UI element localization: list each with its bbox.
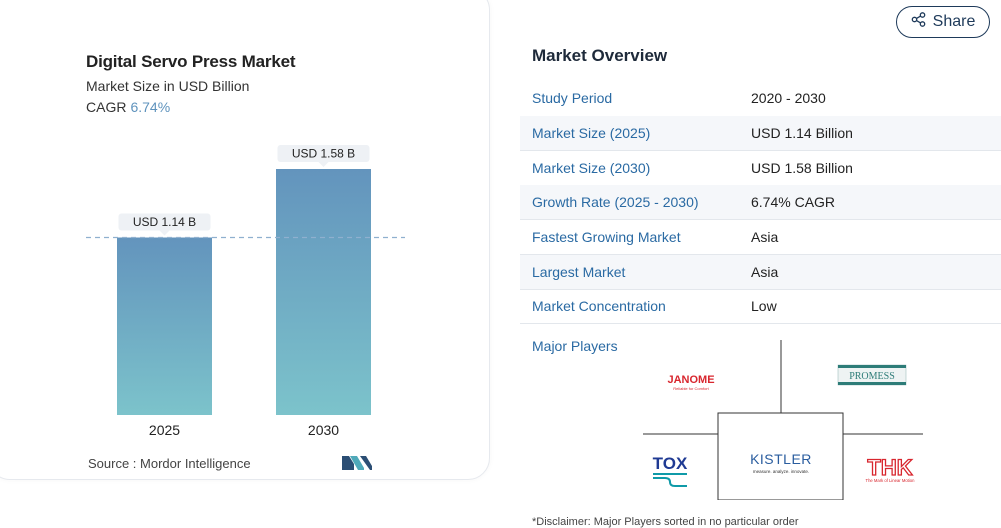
overview-value: 2020 - 2030: [751, 90, 826, 106]
overview-key: Study Period: [532, 90, 613, 106]
x-tick-label-2030: 2030: [308, 422, 339, 438]
overview-row-market-size-2025: Market Size (2025) USD 1.14 Billion: [520, 116, 1001, 151]
x-tick-label-2025: 2025: [149, 422, 180, 438]
overview-row-market-size-2030: Market Size (2030) USD 1.58 Billion: [520, 151, 1001, 186]
overview-value: USD 1.58 Billion: [751, 160, 853, 176]
overview-value: Asia: [751, 264, 779, 280]
chart-subtitle: Market Size in USD Billion: [86, 78, 250, 94]
data-label-2025: USD 1.14 B: [133, 215, 196, 229]
overview-key: Fastest Growing Market: [532, 229, 681, 245]
overview-value: USD 1.14 Billion: [751, 125, 853, 141]
major-players-label: Major Players: [532, 338, 618, 354]
kistler-logo: KISTLER measure. analyze. innovate.: [750, 451, 812, 474]
overview-row-study-period: Study Period 2020 - 2030: [520, 81, 1001, 115]
data-label-pointer-2025: [159, 230, 170, 236]
janome-logo-tagline: Reliable for Comfort: [673, 386, 709, 391]
overview-value: Asia: [751, 229, 779, 245]
mordor-logo-icon: [342, 454, 372, 475]
tox-logo: TOX: [653, 454, 688, 487]
bar-2030: [276, 169, 371, 415]
promess-logo-name: PROMESS: [849, 371, 895, 382]
bar-chart: USD 1.14 B 2025 USD 1.58 B 2030: [86, 145, 405, 438]
thk-logo-tagline: The Mark of Linear Motion: [866, 478, 916, 483]
chart-source: Source : Mordor Intelligence: [88, 456, 251, 471]
share-button[interactable]: Share: [896, 6, 990, 38]
cagr-value: 6.74%: [130, 99, 171, 115]
cagr-label: CAGR: [86, 99, 127, 115]
data-label-2030: USD 1.58 B: [292, 147, 355, 161]
major-players-grid: JANOME Reliable for Comfort PROMESS TOX …: [643, 340, 923, 500]
promess-logo: PROMESS: [837, 364, 907, 386]
cagr-line: CAGR 6.74%: [86, 99, 170, 115]
overview-value: 6.74% CAGR: [751, 194, 836, 210]
overview-row-largest-market: Largest Market Asia: [520, 255, 1001, 290]
data-label-pointer-2030: [318, 162, 329, 167]
thk-logo-name: THK: [867, 455, 912, 480]
kistler-logo-name: KISTLER: [750, 451, 812, 467]
janome-logo-name: JANOME: [667, 374, 714, 386]
overview-row-market-concentration: Market Concentration Low: [520, 289, 1001, 324]
thk-logo: THK The Mark of Linear Motion: [866, 454, 916, 483]
kistler-logo-tagline: measure. analyze. innovate.: [753, 469, 809, 474]
tox-logo-name: TOX: [653, 454, 688, 473]
overview-key: Market Size (2025): [532, 125, 651, 141]
overview-key: Market Concentration: [532, 298, 666, 314]
chart-title: Digital Servo Press Market: [86, 52, 296, 71]
data-label-bg-2025: [118, 213, 211, 231]
overview-row-fastest-growing-market: Fastest Growing Market Asia: [520, 220, 1001, 255]
janome-logo: JANOME Reliable for Comfort: [667, 374, 714, 391]
market-overview-title: Market Overview: [532, 46, 668, 65]
players-disclaimer: *Disclaimer: Major Players sorted in no …: [532, 516, 799, 528]
data-label-bg-2030: [277, 145, 370, 162]
overview-key: Largest Market: [532, 264, 626, 280]
overview-row-growth-rate: Growth Rate (2025 - 2030) 6.74% CAGR: [520, 185, 1001, 220]
overview-value: Low: [751, 298, 777, 314]
overview-key: Market Size (2030): [532, 160, 651, 176]
share-label: Share: [932, 13, 976, 30]
chart-card: [0, 0, 490, 480]
share-icon: [911, 12, 926, 32]
bar-2025: [117, 237, 212, 415]
overview-key: Growth Rate (2025 - 2030): [532, 194, 699, 210]
